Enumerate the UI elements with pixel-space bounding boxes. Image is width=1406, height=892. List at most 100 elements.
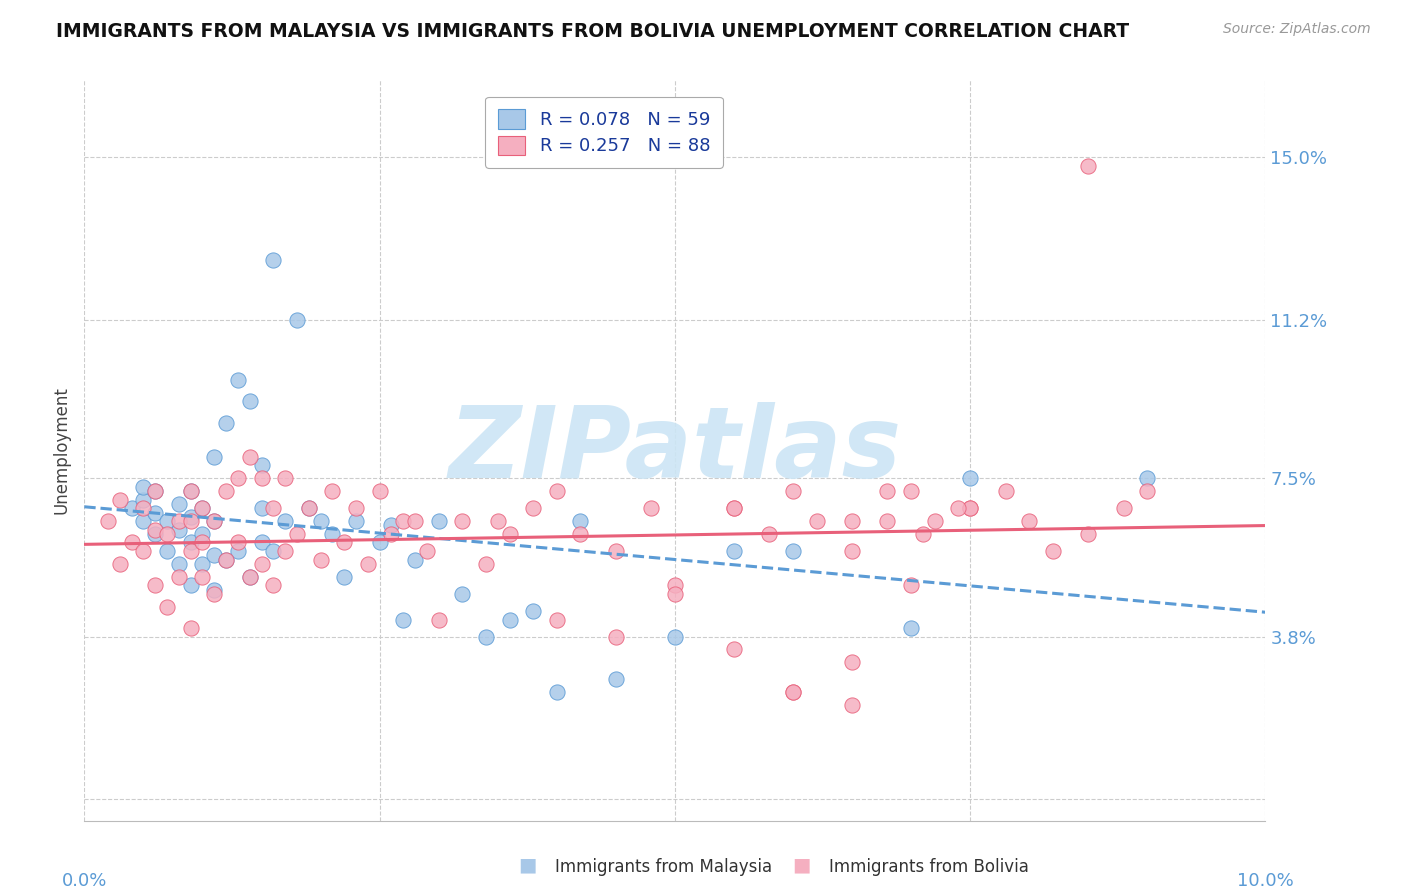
Point	[143, 578, 166, 592]
Point	[900, 484, 922, 499]
Point	[108, 492, 131, 507]
Legend: R = 0.078   N = 59, R = 0.257   N = 88: R = 0.078 N = 59, R = 0.257 N = 88	[485, 96, 723, 168]
Point	[959, 501, 981, 516]
Point	[841, 514, 863, 528]
Point	[191, 501, 214, 516]
Point	[451, 514, 474, 528]
Point	[321, 527, 343, 541]
Point	[274, 471, 297, 485]
Point	[143, 506, 166, 520]
Point	[132, 492, 155, 507]
Point	[994, 484, 1017, 499]
Point	[309, 514, 332, 528]
Point	[605, 630, 627, 644]
Point	[202, 514, 225, 528]
Point	[250, 501, 273, 516]
Point	[285, 527, 308, 541]
Point	[156, 544, 179, 558]
Text: 0.0%: 0.0%	[62, 872, 107, 890]
Point	[143, 484, 166, 499]
Point	[723, 501, 745, 516]
Point	[250, 471, 273, 485]
Point	[959, 471, 981, 485]
Point	[180, 484, 202, 499]
Point	[298, 501, 321, 516]
Point	[392, 514, 415, 528]
Point	[841, 698, 863, 712]
Point	[262, 253, 284, 268]
Point	[416, 544, 439, 558]
Point	[167, 570, 190, 584]
Point	[723, 642, 745, 657]
Point	[924, 514, 946, 528]
Point	[782, 685, 804, 699]
Text: Immigrants from Malaysia: Immigrants from Malaysia	[534, 858, 772, 876]
Point	[156, 514, 179, 528]
Point	[108, 557, 131, 571]
Point	[143, 523, 166, 537]
Point	[723, 501, 745, 516]
Point	[156, 527, 179, 541]
Point	[1077, 527, 1099, 541]
Point	[911, 527, 934, 541]
Point	[344, 501, 367, 516]
Point	[333, 535, 356, 549]
Point	[841, 655, 863, 669]
Point	[202, 514, 225, 528]
Point	[1136, 471, 1159, 485]
Point	[215, 416, 238, 430]
Point	[121, 535, 143, 549]
Text: Immigrants from Bolivia: Immigrants from Bolivia	[808, 858, 1029, 876]
Point	[664, 578, 686, 592]
Text: ZIPatlas: ZIPatlas	[449, 402, 901, 499]
Point	[498, 527, 520, 541]
Point	[782, 685, 804, 699]
Point	[180, 484, 202, 499]
Point	[498, 613, 520, 627]
Point	[239, 570, 262, 584]
Point	[97, 514, 120, 528]
Point	[226, 471, 249, 485]
Point	[215, 552, 238, 566]
Point	[546, 484, 568, 499]
Point	[167, 523, 190, 537]
Point	[1018, 514, 1040, 528]
Point	[250, 557, 273, 571]
Point	[368, 484, 391, 499]
Point	[605, 544, 627, 558]
Point	[180, 509, 202, 524]
Text: 10.0%: 10.0%	[1237, 872, 1294, 890]
Point	[664, 587, 686, 601]
Point	[900, 621, 922, 635]
Point	[191, 527, 214, 541]
Point	[239, 570, 262, 584]
Text: IMMIGRANTS FROM MALAYSIA VS IMMIGRANTS FROM BOLIVIA UNEMPLOYMENT CORRELATION CHA: IMMIGRANTS FROM MALAYSIA VS IMMIGRANTS F…	[56, 22, 1129, 41]
Point	[782, 544, 804, 558]
Point	[522, 501, 544, 516]
Point	[262, 501, 284, 516]
Point	[758, 527, 780, 541]
Point	[167, 514, 190, 528]
Point	[723, 544, 745, 558]
Text: ■: ■	[792, 855, 811, 874]
Point	[262, 544, 284, 558]
Point	[250, 458, 273, 473]
Point	[569, 527, 592, 541]
Point	[274, 544, 297, 558]
Point	[226, 373, 249, 387]
Point	[475, 630, 498, 644]
Point	[180, 535, 202, 549]
Point	[475, 557, 498, 571]
Point	[298, 501, 321, 516]
Point	[1077, 159, 1099, 173]
Point	[451, 587, 474, 601]
Point	[202, 450, 225, 464]
Point	[546, 613, 568, 627]
Point	[1042, 544, 1064, 558]
Point	[215, 484, 238, 499]
Point	[191, 557, 214, 571]
Point	[404, 514, 426, 528]
Point	[321, 484, 343, 499]
Point	[262, 578, 284, 592]
Y-axis label: Unemployment: Unemployment	[52, 386, 70, 515]
